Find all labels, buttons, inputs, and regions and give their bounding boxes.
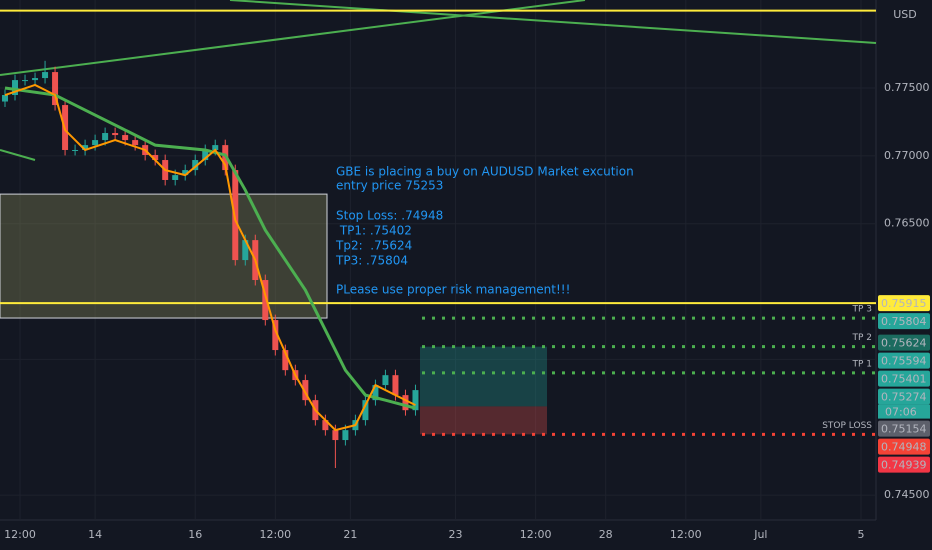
candle-body (192, 160, 199, 171)
candle-body (122, 135, 129, 141)
price-tag (878, 388, 930, 405)
candle-body (182, 170, 189, 176)
currency-label: USD (893, 8, 917, 21)
zone (0, 193, 328, 319)
candle-body (392, 375, 399, 396)
x-tick-label: Jul (753, 528, 767, 541)
x-tick-label: 12:00 (259, 528, 291, 541)
candle-body (382, 375, 389, 386)
candle-body (22, 80, 29, 82)
candle-body (272, 320, 279, 351)
price-tag-label: 0.75915 (881, 297, 927, 310)
price-tag-label: 0.75401 (881, 373, 927, 386)
level-label: TP 3 (851, 305, 872, 315)
position-target (420, 346, 547, 407)
level-label: STOP LOSS (822, 421, 872, 431)
price-tag (878, 420, 930, 437)
candle-body (402, 395, 409, 411)
price-tag-label: 0.75624 (881, 337, 927, 350)
drawings: TP 3 TP 2 TP 1 STOP LOSS (0, 0, 877, 436)
candle-body (372, 385, 379, 401)
price-tag-label: 0.75594 (881, 355, 927, 368)
trend-line (0, 0, 586, 76)
moving-average (4, 83, 416, 432)
plot: GBE is placing a buy on AUDUSD Market ex… (2, 60, 634, 469)
candle-body (322, 420, 329, 431)
annotation-text: TP1: .75402 (336, 224, 412, 238)
candle-body (152, 155, 159, 161)
candle-body (362, 400, 369, 421)
price-tag-label: 0.75274 (881, 391, 927, 404)
candle-body (92, 140, 99, 146)
candle-body (132, 140, 139, 146)
annotation-text: GBE is placing a buy on AUDUSD Market ex… (336, 165, 634, 179)
candle-body (342, 430, 349, 441)
annotation-text: entry price 75253 (336, 179, 443, 193)
price-tag (878, 370, 930, 387)
trend-line (0, 149, 36, 161)
candle-body (282, 350, 289, 371)
candle-body (202, 149, 209, 161)
y-tick-label: 0.77000 (884, 149, 930, 162)
price-tag (878, 438, 930, 455)
position-stop (420, 406, 547, 435)
trend-line (229, 0, 877, 44)
moving-average (4, 86, 416, 410)
y-tick-label: 0.77500 (884, 81, 930, 94)
price-tag (878, 334, 930, 351)
x-tick-label: 12:00 (520, 528, 552, 541)
annotation-text: Stop Loss: .74948 (336, 209, 443, 223)
candle-body (12, 80, 19, 96)
x-tick-label: 12:00 (4, 528, 36, 541)
x-tick-label: 14 (88, 528, 102, 541)
price-tag-label: 0.74948 (881, 441, 927, 454)
countdown-bg (878, 404, 930, 419)
candle-body (412, 390, 419, 411)
x-tick-label: 12:00 (670, 528, 702, 541)
x-tick-label: 28 (599, 528, 613, 541)
candle-body (32, 78, 39, 81)
candle-body (332, 430, 339, 441)
countdown: 07:06 (885, 406, 917, 419)
candle-body (212, 145, 219, 150)
candle-body (102, 133, 109, 141)
price-tag (878, 352, 930, 369)
candle-body (172, 175, 179, 180)
level-label: TP 1 (851, 359, 872, 369)
level-label: TP 2 (851, 333, 872, 343)
candle-body (52, 72, 59, 106)
candle-body (82, 145, 89, 150)
candle-body (112, 133, 119, 136)
candle-body (72, 149, 79, 151)
annotation-text: PLease use proper risk management!!! (336, 283, 570, 297)
y-tick-label: 0.74500 (884, 488, 930, 501)
price-tag (878, 295, 930, 312)
x-tick-label: 5 (857, 528, 864, 541)
price-tag-label: 0.75154 (881, 423, 927, 436)
x-tick-label: 23 (449, 528, 463, 541)
y-tick-label: 0.76500 (884, 217, 930, 230)
price-tag-label: 0.75804 (881, 315, 927, 328)
candle-body (42, 72, 49, 79)
axes: 0.775000.770000.765000.755000.7450012:00… (4, 81, 930, 541)
candle-body (262, 280, 269, 321)
annotation-text: Tp2: .75624 (335, 239, 412, 253)
candle-body (242, 240, 249, 261)
price-tag (878, 313, 930, 330)
price-tag-label: 0.74939 (881, 459, 927, 472)
grid (0, 0, 876, 520)
candle-body (2, 95, 9, 102)
x-tick-label: 21 (343, 528, 357, 541)
annotation-text: TP3: .75804 (335, 254, 408, 268)
candle-body (302, 380, 309, 401)
price-tag (878, 456, 930, 473)
x-tick-label: 16 (188, 528, 202, 541)
